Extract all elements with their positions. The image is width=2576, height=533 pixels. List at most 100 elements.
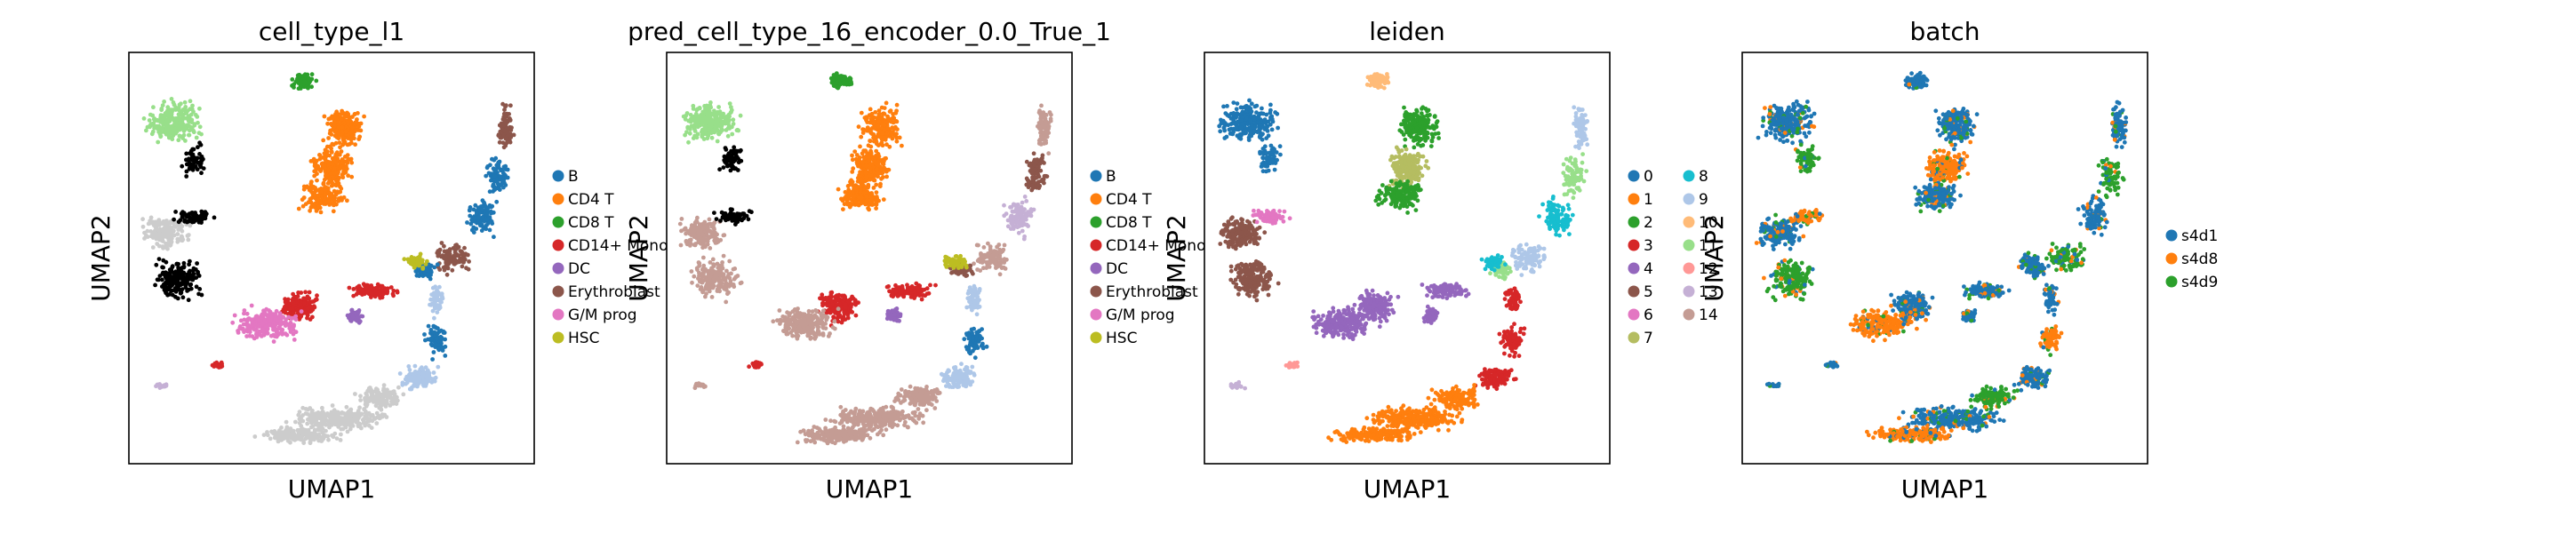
scatter-point	[738, 281, 743, 286]
scatter-point	[464, 266, 468, 271]
scatter-point	[435, 251, 440, 256]
scatter-point	[713, 116, 718, 122]
scatter-point	[287, 306, 292, 312]
scatter-point	[326, 437, 331, 442]
scatter-point	[1027, 180, 1031, 186]
scatter-point	[727, 114, 732, 119]
scatter-point	[177, 127, 182, 132]
scatter-point	[165, 234, 171, 239]
scatter-point	[705, 239, 710, 243]
scatter-point	[308, 317, 313, 322]
scatter-point	[244, 319, 250, 324]
scatter-point	[693, 242, 698, 246]
scatter-point	[432, 324, 436, 330]
scatter-point	[1038, 114, 1044, 119]
scatter-point	[460, 251, 464, 257]
scatter-point	[842, 80, 846, 85]
scatter-point	[307, 290, 312, 295]
legend-label: G/M prog	[568, 306, 637, 324]
scatter-point	[892, 127, 897, 131]
scatter-point	[330, 433, 334, 438]
scatter-point	[696, 230, 701, 235]
scatter-point	[309, 179, 314, 185]
legend-label: CD8 T	[568, 214, 614, 232]
scatter-point	[481, 224, 485, 229]
scatter-point	[213, 362, 218, 368]
scatter-point	[160, 221, 165, 227]
scatter-point	[859, 134, 864, 139]
scatter-point	[181, 265, 187, 270]
scatter-point	[709, 135, 715, 140]
scatter-point	[358, 394, 363, 399]
scatter-point	[439, 337, 444, 341]
scatter-point	[314, 78, 319, 84]
scatter-point	[148, 124, 153, 130]
scatter-point	[319, 200, 324, 205]
scatter-point	[340, 124, 345, 130]
scatter-point	[330, 403, 335, 408]
scatter-point	[328, 193, 333, 198]
scatter-point	[188, 268, 193, 274]
scatter-point	[872, 126, 876, 131]
scatter-point	[195, 167, 200, 172]
scatter-point	[308, 200, 314, 205]
scatter-point	[297, 75, 302, 80]
scatter-point	[500, 168, 505, 173]
scatter-point	[308, 413, 314, 418]
scatter-point	[431, 350, 436, 354]
scatter-point	[412, 363, 418, 369]
scatter-point	[880, 122, 884, 127]
scatter-point	[407, 386, 412, 392]
scatter-point	[695, 283, 700, 288]
scatter-point	[345, 198, 349, 203]
scatter-point	[487, 227, 492, 233]
scatter-point	[265, 430, 269, 434]
scatter-point	[683, 226, 688, 231]
scatter-point	[724, 147, 729, 152]
scatter-point	[848, 182, 853, 187]
scatter-point	[430, 301, 435, 306]
scatter-point	[391, 288, 396, 293]
scatter-point	[349, 174, 355, 179]
scatter-point	[292, 323, 296, 329]
scatter-point	[432, 330, 436, 335]
scatter-point	[501, 164, 507, 170]
scatter-point	[485, 164, 491, 169]
scatter-point	[309, 84, 314, 90]
scatter-point	[484, 173, 489, 179]
scatter-point	[493, 179, 499, 183]
scatter-point	[303, 411, 308, 416]
scatter-point	[168, 225, 173, 230]
axes-frame	[128, 52, 535, 465]
scatter-point	[153, 282, 158, 288]
scatter-point	[180, 120, 185, 125]
scatter-point	[490, 156, 494, 162]
scatter-point	[152, 228, 157, 234]
scatter-point	[722, 274, 726, 280]
scatter-point	[839, 196, 844, 202]
scatter-point	[160, 277, 164, 282]
scatter-point	[190, 268, 196, 274]
scatter-point	[392, 394, 397, 399]
scatter-point	[309, 72, 315, 77]
scatter-point	[170, 264, 175, 269]
scatter-point	[180, 112, 186, 117]
scatter-point	[708, 260, 713, 265]
scatter-point	[689, 226, 694, 231]
scatter-point	[373, 386, 379, 392]
scatter-point	[858, 170, 862, 175]
scatter-point	[172, 228, 176, 234]
scatter-point	[864, 115, 869, 120]
scatter-point	[1044, 139, 1048, 143]
scatter-point	[876, 163, 881, 168]
scatter-point	[188, 99, 193, 104]
scatter-point	[683, 132, 687, 138]
scatter-point	[500, 140, 506, 146]
scatter-point	[694, 122, 700, 127]
scatter-point	[360, 287, 365, 292]
scatter-point	[721, 165, 726, 171]
scatter-point	[302, 429, 308, 434]
scatter-point	[359, 411, 364, 417]
scatter-point	[316, 204, 322, 210]
scatter-point	[738, 113, 743, 118]
